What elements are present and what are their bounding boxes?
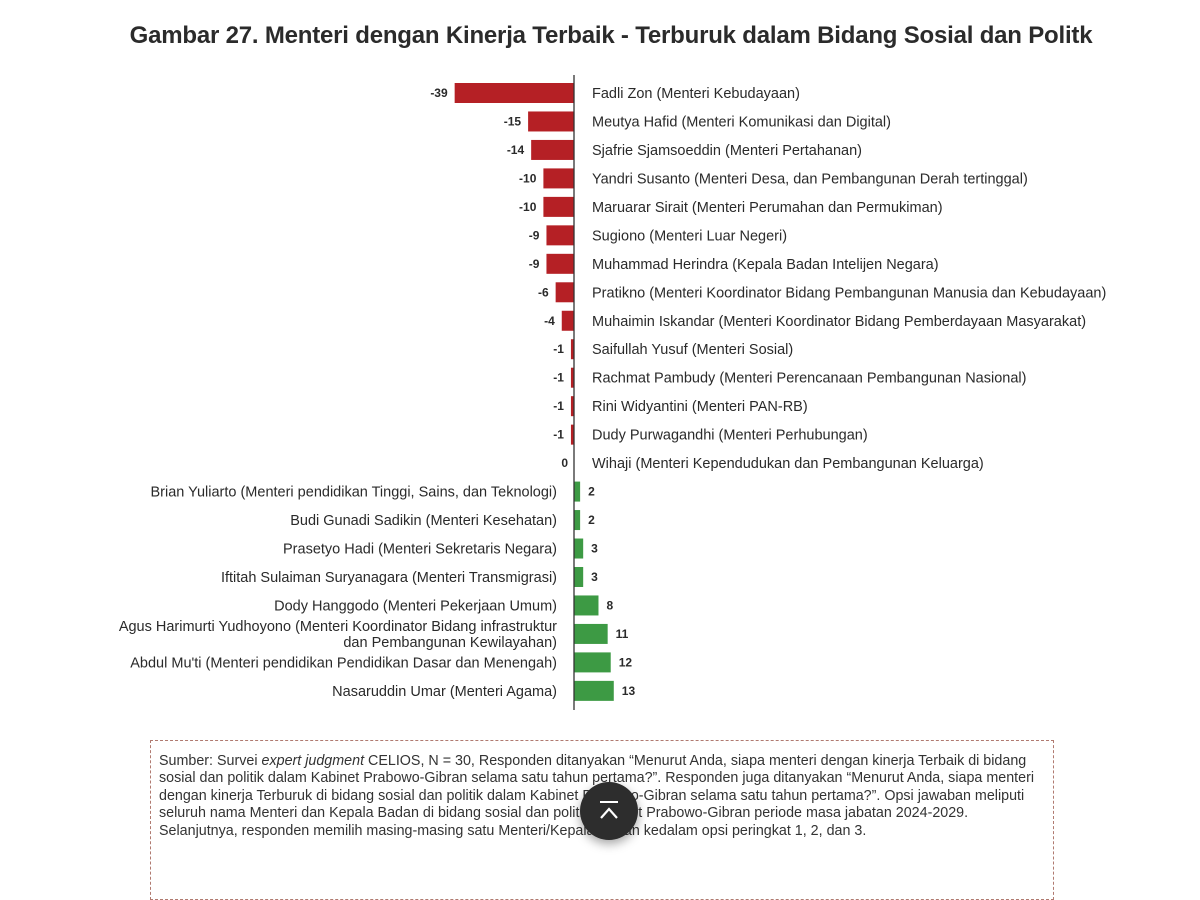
category-label: Fadli Zon (Menteri Kebudayaan) [592, 86, 800, 102]
value-label: 11 [616, 627, 629, 641]
category-label: Meutya Hafid (Menteri Komunikasi dan Dig… [592, 114, 891, 130]
bar [531, 139, 574, 160]
value-label: 2 [588, 513, 595, 527]
bar [555, 282, 574, 303]
bar [574, 510, 581, 531]
category-label: Sugiono (Menteri Luar Negeri) [592, 228, 787, 244]
bar [570, 367, 574, 388]
category-label: Rini Widyantini (Menteri PAN-RB) [592, 399, 808, 415]
value-label: 2 [588, 485, 595, 499]
category-label: Pratikno (Menteri Koordinator Bidang Pem… [592, 285, 1106, 301]
value-label: -39 [430, 86, 448, 100]
bar [528, 111, 574, 132]
bar [546, 225, 574, 246]
category-label: Yandri Susanto (Menteri Desa, dan Pemban… [592, 171, 1028, 187]
arrow-up-to-top-icon [600, 801, 618, 819]
category-label: Iftitah Sulaiman Suryanagara (Menteri Tr… [221, 570, 557, 586]
bar [574, 623, 608, 644]
category-label: Sjafrie Sjamsoeddin (Menteri Pertahanan) [592, 143, 862, 159]
bar [543, 196, 574, 217]
value-label: -1 [553, 428, 564, 442]
category-label: Agus Harimurti Yudhoyono (Menteri Koordi… [119, 619, 557, 651]
bar [574, 481, 581, 502]
bar [546, 253, 574, 274]
bar [454, 83, 574, 103]
value-label: -15 [504, 114, 522, 128]
source-italic: expert judgment [261, 753, 365, 769]
value-label: -1 [553, 342, 564, 356]
category-label: Dudy Purwagandhi (Menteri Perhubungan) [592, 428, 868, 444]
category-label: Budi Gunadi Sadikin (Menteri Kesehatan) [290, 513, 557, 529]
bar [561, 310, 574, 331]
value-label: -1 [553, 371, 564, 385]
bar [574, 538, 584, 559]
value-label: 8 [606, 598, 613, 612]
scroll-to-top-button[interactable] [580, 782, 638, 840]
value-label: 3 [591, 570, 598, 584]
value-label: -9 [529, 228, 540, 242]
bar [543, 168, 574, 189]
category-label: Rachmat Pambudy (Menteri Perencanaan Pem… [592, 371, 1026, 387]
bar [574, 595, 599, 616]
bar [570, 396, 574, 417]
category-label: Nasaruddin Umar (Menteri Agama) [332, 684, 557, 700]
category-label: Saifullah Yusuf (Menteri Sosial) [592, 342, 793, 358]
bar [570, 424, 574, 445]
source-prefix: Sumber: Survei [159, 753, 262, 769]
value-label: -10 [519, 171, 537, 185]
bar [574, 652, 611, 673]
value-label: 3 [591, 542, 598, 556]
value-label: -14 [507, 143, 525, 157]
category-label: Maruarar Sirait (Menteri Perumahan dan P… [592, 200, 943, 216]
chart-title: Gambar 27. Menteri dengan Kinerja Terbai… [129, 22, 1093, 49]
value-label: -6 [538, 285, 549, 299]
category-label: Wihaji (Menteri Kependudukan dan Pembang… [592, 456, 984, 472]
value-label: -1 [553, 399, 564, 413]
bar [574, 680, 614, 701]
value-label: -9 [529, 257, 540, 271]
category-label: Muhammad Herindra (Kepala Badan Intelije… [592, 257, 939, 273]
value-label: 13 [622, 684, 636, 698]
category-label: Muhaimin Iskandar (Menteri Koordinator B… [592, 314, 1086, 330]
category-label: Abdul Mu'ti (Menteri pendidikan Pendidik… [130, 655, 557, 671]
value-label: -10 [519, 200, 537, 214]
value-label: -4 [544, 314, 555, 328]
value-label: 0 [561, 456, 568, 470]
value-label: 12 [619, 655, 633, 669]
category-label: Prasetyo Hadi (Menteri Sekretaris Negara… [283, 542, 557, 558]
bar-chart: -39 Fadli Zon (Menteri Kebudayaan) -15 Meut… [119, 75, 1106, 710]
bar [570, 339, 574, 360]
category-label: Brian Yuliarto (Menteri pendidikan Tingg… [150, 485, 557, 501]
category-label: Dody Hanggodo (Menteri Pekerjaan Umum) [274, 598, 557, 614]
bar [574, 566, 584, 587]
